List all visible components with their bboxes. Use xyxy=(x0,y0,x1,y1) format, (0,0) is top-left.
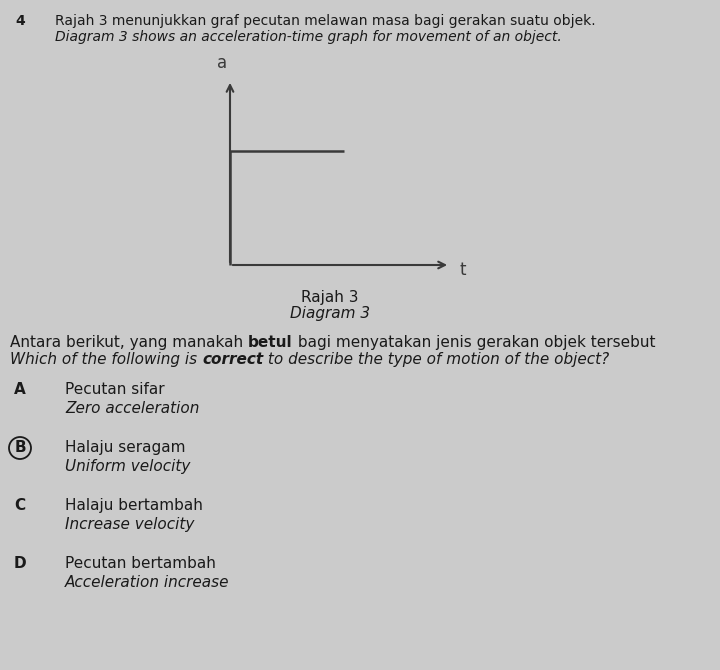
Text: D: D xyxy=(14,556,27,571)
Text: Diagram 3 shows an acceleration-time graph for movement of an object.: Diagram 3 shows an acceleration-time gra… xyxy=(55,30,562,44)
Text: correct: correct xyxy=(202,352,263,367)
Text: Acceleration increase: Acceleration increase xyxy=(65,575,230,590)
Text: A: A xyxy=(14,382,26,397)
Text: bagi menyatakan jenis gerakan objek tersebut: bagi menyatakan jenis gerakan objek ters… xyxy=(292,335,655,350)
Text: Pecutan sifar: Pecutan sifar xyxy=(65,382,165,397)
Text: a: a xyxy=(217,54,227,72)
Text: Antara berikut, yang manakah: Antara berikut, yang manakah xyxy=(10,335,248,350)
Text: Zero acceleration: Zero acceleration xyxy=(65,401,199,416)
Text: to describe the type of motion of the object?: to describe the type of motion of the ob… xyxy=(263,352,609,367)
Text: Uniform velocity: Uniform velocity xyxy=(65,459,190,474)
Text: Pecutan bertambah: Pecutan bertambah xyxy=(65,556,216,571)
Text: Rajah 3: Rajah 3 xyxy=(301,290,359,305)
Text: 4: 4 xyxy=(15,14,24,28)
Text: Which of the following is: Which of the following is xyxy=(10,352,202,367)
Text: B: B xyxy=(14,440,26,455)
Text: t: t xyxy=(460,261,467,279)
Text: Halaju bertambah: Halaju bertambah xyxy=(65,498,203,513)
Text: C: C xyxy=(14,498,26,513)
Text: Halaju seragam: Halaju seragam xyxy=(65,440,186,455)
Text: Rajah 3 menunjukkan graf pecutan melawan masa bagi gerakan suatu objek.: Rajah 3 menunjukkan graf pecutan melawan… xyxy=(55,14,595,28)
Text: Diagram 3: Diagram 3 xyxy=(290,306,370,321)
Text: Increase velocity: Increase velocity xyxy=(65,517,194,532)
Text: betul: betul xyxy=(248,335,292,350)
